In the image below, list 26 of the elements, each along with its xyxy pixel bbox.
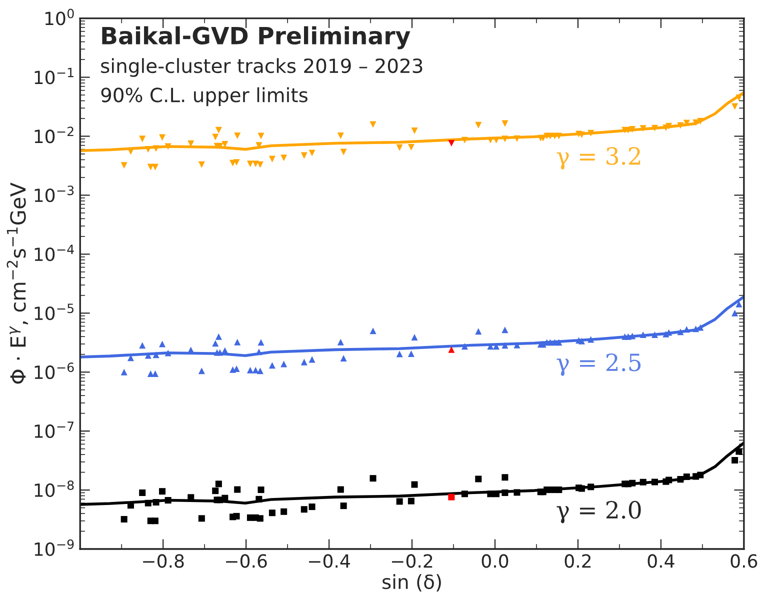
y-tick-label: 10$^{0}$ — [45, 8, 74, 26]
y-tick-label: 10$^{−8}$ — [34, 480, 74, 498]
x-tick-label: 0.4 — [648, 554, 674, 568]
series-label: γ = 2.5 — [556, 353, 641, 376]
x-tick-label: −0.4 — [309, 554, 350, 568]
text: single-cluster tracks 2019 – 2023 — [101, 58, 422, 77]
y-tick-label: 10$^{−7}$ — [34, 422, 74, 438]
x-axis-title: sin (δ) — [382, 574, 441, 592]
annotation: 90% C.L. upper limits — [101, 87, 308, 106]
y-axis-title: Φ · E$^{γ}$, cm$^{−2}$s$^{−1}$GeV — [6, 182, 28, 384]
x-tick-label: −0.2 — [392, 554, 432, 568]
y-tick-label: 10$^{−1}$ — [34, 68, 74, 84]
y-tick-label: 10$^{−6}$ — [34, 362, 74, 380]
x-tick-label: −0.6 — [226, 554, 267, 568]
y-tick-label: 10$^{−9}$ — [34, 539, 74, 556]
x-tick-label: 0.2 — [564, 554, 591, 568]
series-label: γ = 2.0 — [556, 500, 641, 524]
x-tick-label: 0.6 — [730, 554, 758, 568]
chart-title: Baikal-GVD Preliminary — [102, 26, 410, 50]
x-tick-label: 0.0 — [482, 554, 508, 568]
x-tick-label: −0.8 — [143, 554, 184, 568]
y-tick-label: 10$^{−2}$ — [34, 126, 74, 144]
y-tick-label: 10$^{−4}$ — [34, 244, 74, 262]
y-tick-label: 10$^{−3}$ — [34, 186, 74, 202]
y-tick-label: 10$^{−5}$ — [34, 304, 74, 320]
series-label: γ = 3.2 — [556, 147, 640, 170]
